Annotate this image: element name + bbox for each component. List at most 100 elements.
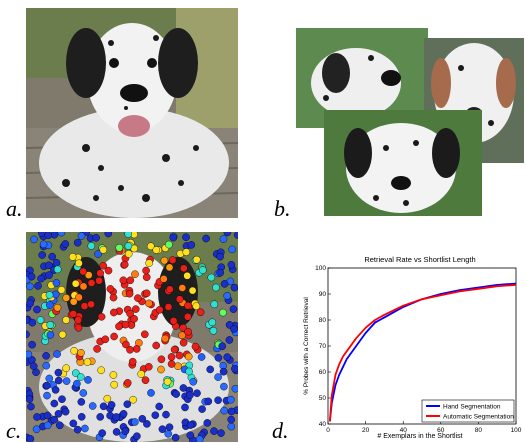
feature-point [165, 263, 174, 272]
feature-point [129, 395, 137, 404]
feature-point [142, 273, 151, 282]
feature-point [227, 415, 235, 424]
feature-point [28, 340, 36, 349]
feature-point [37, 274, 45, 283]
feature-point [230, 325, 238, 333]
feature-point [227, 260, 236, 269]
feature-point [158, 425, 167, 433]
feature-point [44, 232, 52, 240]
feature-point [160, 256, 169, 265]
feature-point [42, 352, 50, 360]
feature-point [195, 435, 204, 442]
feature-point [217, 429, 225, 437]
feature-point [178, 331, 186, 340]
feature-point [54, 409, 63, 418]
feature-point [219, 367, 228, 376]
feature-point [62, 294, 71, 302]
feature-point [46, 321, 55, 329]
feature-point [94, 250, 102, 258]
feature-point [207, 273, 216, 282]
feature-point [216, 252, 224, 261]
feature-point [210, 427, 218, 435]
feature-point [55, 421, 64, 430]
feature-point [107, 401, 116, 409]
feature-point [68, 253, 77, 261]
feature-point [121, 320, 130, 329]
legend-label-auto: Automatic Segmentation [443, 414, 514, 421]
feature-point [80, 302, 89, 310]
feature-point [93, 345, 101, 353]
y-tick-label: 100 [315, 265, 326, 272]
feature-point [223, 353, 231, 361]
feature-point [175, 351, 184, 360]
feature-point [126, 309, 134, 318]
feature-point [74, 324, 83, 332]
feature-point [231, 384, 238, 393]
feature-point [155, 306, 164, 314]
y-tick-label: 70 [319, 343, 327, 350]
feature-point [186, 431, 195, 440]
feature-point [26, 299, 34, 308]
feature-point [228, 245, 236, 254]
feature-point [124, 232, 132, 238]
feature-point [157, 355, 166, 364]
feature-point [188, 286, 197, 295]
feature-point [73, 238, 82, 247]
feature-point [189, 377, 197, 386]
feature-point [73, 425, 82, 434]
feature-point [99, 261, 108, 270]
feature-point [209, 327, 218, 335]
feature-point [223, 292, 231, 300]
feature-point [62, 377, 71, 385]
feature-point [192, 302, 201, 310]
feature-point [165, 423, 174, 431]
feature-point [103, 394, 112, 403]
feature-point [164, 303, 173, 311]
feature-point [132, 345, 141, 353]
feature-point [141, 376, 150, 384]
feature-point [109, 371, 118, 379]
feature-point [84, 271, 93, 279]
feature-point [61, 407, 70, 416]
feature-point [196, 308, 205, 317]
feature-point [96, 269, 104, 278]
x-tick-label: 80 [475, 427, 483, 434]
feature-point [69, 310, 78, 318]
feature-point [131, 418, 139, 426]
feature-point [50, 399, 59, 408]
feature-point [151, 411, 160, 419]
feature-point [128, 357, 137, 366]
feature-point [83, 358, 92, 366]
feature-point [167, 353, 176, 361]
feature-point [69, 297, 78, 306]
feature-point [27, 402, 35, 411]
feature-point [230, 283, 238, 292]
feature-point [227, 407, 236, 416]
feature-point [122, 340, 130, 349]
feature-point [77, 232, 86, 240]
feature-point [119, 409, 128, 418]
feature-point [142, 289, 151, 298]
x-tick-label: 60 [437, 427, 445, 434]
feature-point [219, 235, 228, 243]
feature-point [192, 255, 201, 264]
feature-point [99, 402, 108, 411]
feature-point [50, 415, 59, 424]
feature-point [145, 259, 153, 267]
feature-point [161, 334, 169, 343]
feature-point [159, 275, 168, 283]
feature-point [62, 316, 70, 324]
feature-point [53, 303, 62, 312]
feature-point [220, 280, 229, 288]
feature-point [32, 425, 41, 433]
feature-point [131, 270, 139, 279]
feature-point [58, 330, 67, 339]
feature-point [77, 349, 85, 357]
feature-point [172, 390, 180, 398]
feature-point [233, 232, 238, 239]
feature-point [134, 294, 142, 302]
feature-point [208, 318, 217, 327]
feature-point [174, 362, 182, 370]
feature-point [216, 268, 224, 277]
feature-point [74, 316, 83, 324]
